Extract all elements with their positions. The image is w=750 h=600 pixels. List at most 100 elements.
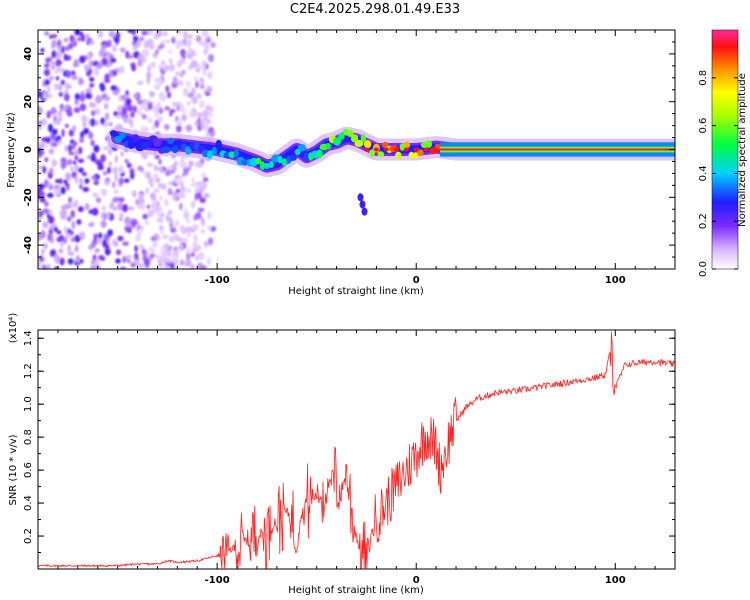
heat-speckle	[38, 261, 41, 269]
heat-speckle	[70, 202, 75, 209]
heat-speckle	[97, 30, 103, 39]
heat-speckle	[198, 180, 205, 187]
ridge-blob	[377, 151, 385, 158]
ridge-blob	[189, 142, 196, 150]
heat-speckle	[192, 242, 198, 249]
heat-speckle	[195, 81, 199, 89]
heat-speckle	[51, 50, 57, 59]
heat-speckle	[138, 36, 145, 42]
heat-speckle	[190, 200, 196, 209]
heat-speckle	[44, 63, 50, 68]
heat-speckle	[38, 90, 42, 98]
heat-speckle	[205, 38, 211, 43]
heat-speckle	[175, 219, 180, 227]
heat-speckle	[44, 202, 49, 207]
heat-speckle	[200, 120, 205, 129]
heat-speckle	[97, 165, 104, 171]
heat-speckle	[197, 262, 203, 269]
heat-speckle	[89, 82, 95, 88]
heat-speckle	[180, 57, 186, 65]
ridge-blob	[263, 162, 270, 170]
heat-speckle	[122, 255, 126, 264]
heat-speckle	[201, 30, 209, 37]
heat-speckle	[87, 155, 92, 160]
heat-speckle	[143, 258, 151, 266]
heat-speckle	[158, 107, 164, 114]
heat-speckle	[82, 186, 90, 192]
heat-speckle	[190, 59, 198, 68]
heat-speckle	[90, 260, 96, 265]
heat-speckle	[143, 171, 148, 177]
ridge-blob	[233, 149, 239, 158]
snr-xtick-label: 0	[413, 575, 420, 586]
heat-speckle	[78, 78, 84, 85]
heat-speckle	[146, 75, 151, 85]
ridge-blob	[289, 154, 298, 161]
heat-speckle	[77, 206, 84, 213]
heat-speckle	[122, 241, 129, 246]
heat-speckle	[78, 31, 84, 36]
heat-speckle	[65, 70, 71, 79]
heat-speckle	[172, 76, 178, 85]
heat-speckle	[77, 167, 84, 173]
heat-speckle	[208, 106, 214, 112]
heat-speckle	[138, 244, 145, 250]
heat-speckle	[131, 63, 136, 72]
heat-speckle	[115, 258, 121, 264]
heat-speckle	[63, 37, 69, 43]
snr-ytick-label: 0.8	[23, 429, 34, 445]
heat-speckle	[137, 166, 144, 171]
heat-speckle	[60, 79, 65, 85]
heat-speckle	[46, 93, 53, 98]
snr-line	[38, 331, 675, 569]
heat-speckle	[120, 47, 126, 53]
heat-speckle	[85, 33, 90, 39]
heat-speckle	[83, 127, 90, 135]
heat-speckle	[114, 173, 118, 182]
heat-speckle	[70, 70, 76, 76]
heat-speckle	[51, 39, 57, 48]
heat-speckle	[112, 69, 117, 77]
heat-speckle	[172, 250, 180, 257]
heat-speckle	[194, 255, 199, 261]
heat-speckle	[197, 207, 205, 212]
heat-speckle	[197, 112, 203, 118]
heat-speckle	[183, 30, 188, 39]
heat-speckle	[199, 251, 205, 261]
heat-speckle	[115, 249, 122, 256]
heatmap-ytick-label: -40	[23, 236, 34, 254]
heat-speckle	[111, 44, 117, 53]
heat-speckle	[84, 203, 90, 211]
heat-speckle	[91, 239, 96, 248]
heat-speckle	[150, 236, 157, 241]
heat-speckle	[123, 116, 127, 124]
heat-speckle	[58, 83, 63, 92]
heat-speckle	[75, 255, 81, 264]
heat-speckle	[185, 40, 192, 48]
heat-speckle	[72, 140, 78, 147]
heat-speckle	[125, 227, 131, 233]
heat-speckle	[159, 212, 165, 218]
heat-speckle	[46, 85, 51, 93]
heat-speckle	[115, 32, 121, 39]
heat-speckle	[48, 34, 54, 39]
heat-speckle	[66, 173, 71, 181]
colorbar-label: Normalized spectral amplitude	[737, 73, 748, 227]
heat-speckle	[145, 187, 150, 195]
ridge-blob	[350, 134, 359, 143]
heat-speckle	[173, 160, 179, 167]
heat-speckle	[136, 99, 144, 105]
ridge-blob	[294, 148, 301, 156]
heat-speckle	[45, 57, 51, 63]
ridge-blob	[259, 161, 266, 171]
heat-speckle	[82, 120, 87, 128]
heat-speckle	[68, 144, 72, 152]
snr-ytick-label: 1.0	[23, 396, 34, 412]
heat-speckle	[120, 151, 124, 157]
heat-speckle	[113, 206, 117, 211]
heat-speckle	[80, 131, 85, 139]
heat-speckle	[155, 177, 161, 183]
snr-ytick-label: 0.2	[23, 528, 34, 544]
heat-speckle	[132, 259, 140, 265]
heat-speckle	[118, 165, 124, 174]
